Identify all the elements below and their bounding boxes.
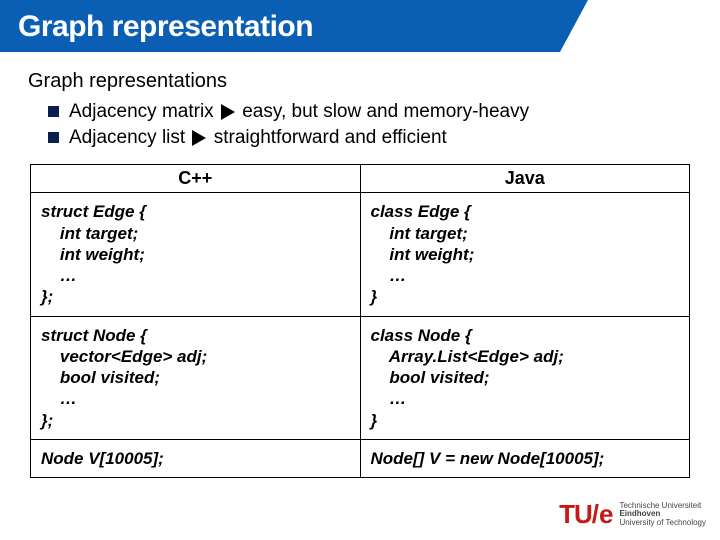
bullet-suffix: straightforward and efficient	[214, 127, 447, 148]
square-bullet-icon	[48, 132, 59, 143]
column-header-java: Java	[360, 165, 690, 193]
slide-title: Graph representation	[18, 10, 542, 44]
cell-java-node: class Node { Array.List<Edge> adj; bool …	[360, 316, 690, 439]
title-bar: Graph representation	[0, 0, 560, 52]
logo-slash: /e	[592, 499, 614, 529]
cell-java-edge: class Edge { int target; int weight; … }	[360, 193, 690, 316]
bullet-suffix: easy, but slow and memory-heavy	[242, 101, 529, 122]
table-row: struct Node { vector<Edge> adj; bool vis…	[31, 316, 690, 439]
bullet-prefix: Adjacency list	[69, 127, 185, 148]
square-bullet-icon	[48, 106, 59, 117]
content-area: Graph representations Adjacency matrix e…	[0, 52, 720, 478]
cell-java-array: Node[] V = new Node[10005];	[360, 439, 690, 477]
list-item: Adjacency matrix easy, but slow and memo…	[48, 99, 692, 125]
table-row: struct Edge { int target; int weight; … …	[31, 193, 690, 316]
bullet-list: Adjacency matrix easy, but slow and memo…	[48, 99, 692, 150]
logo-text: Technische Universiteit Eindhoven Univer…	[619, 502, 706, 527]
code-comparison-table: C++ Java struct Edge { int target; int w…	[30, 164, 690, 478]
cell-cpp-node: struct Node { vector<Edge> adj; bool vis…	[31, 316, 361, 439]
cell-cpp-edge: struct Edge { int target; int weight; … …	[31, 193, 361, 316]
section-heading: Graph representations	[28, 70, 692, 93]
cell-cpp-array: Node V[10005];	[31, 439, 361, 477]
list-item: Adjacency list straightforward and effic…	[48, 125, 692, 151]
logo-line3: University of Technology	[619, 519, 706, 527]
column-header-cpp: C++	[31, 165, 361, 193]
table-row: Node V[10005]; Node[] V = new Node[10005…	[31, 439, 690, 477]
arrow-right-icon	[192, 130, 206, 146]
logo-mark: TU	[559, 499, 592, 529]
bullet-prefix: Adjacency matrix	[69, 101, 214, 122]
arrow-right-icon	[221, 104, 235, 120]
university-logo: TU/e Technische Universiteit Eindhoven U…	[559, 499, 706, 530]
